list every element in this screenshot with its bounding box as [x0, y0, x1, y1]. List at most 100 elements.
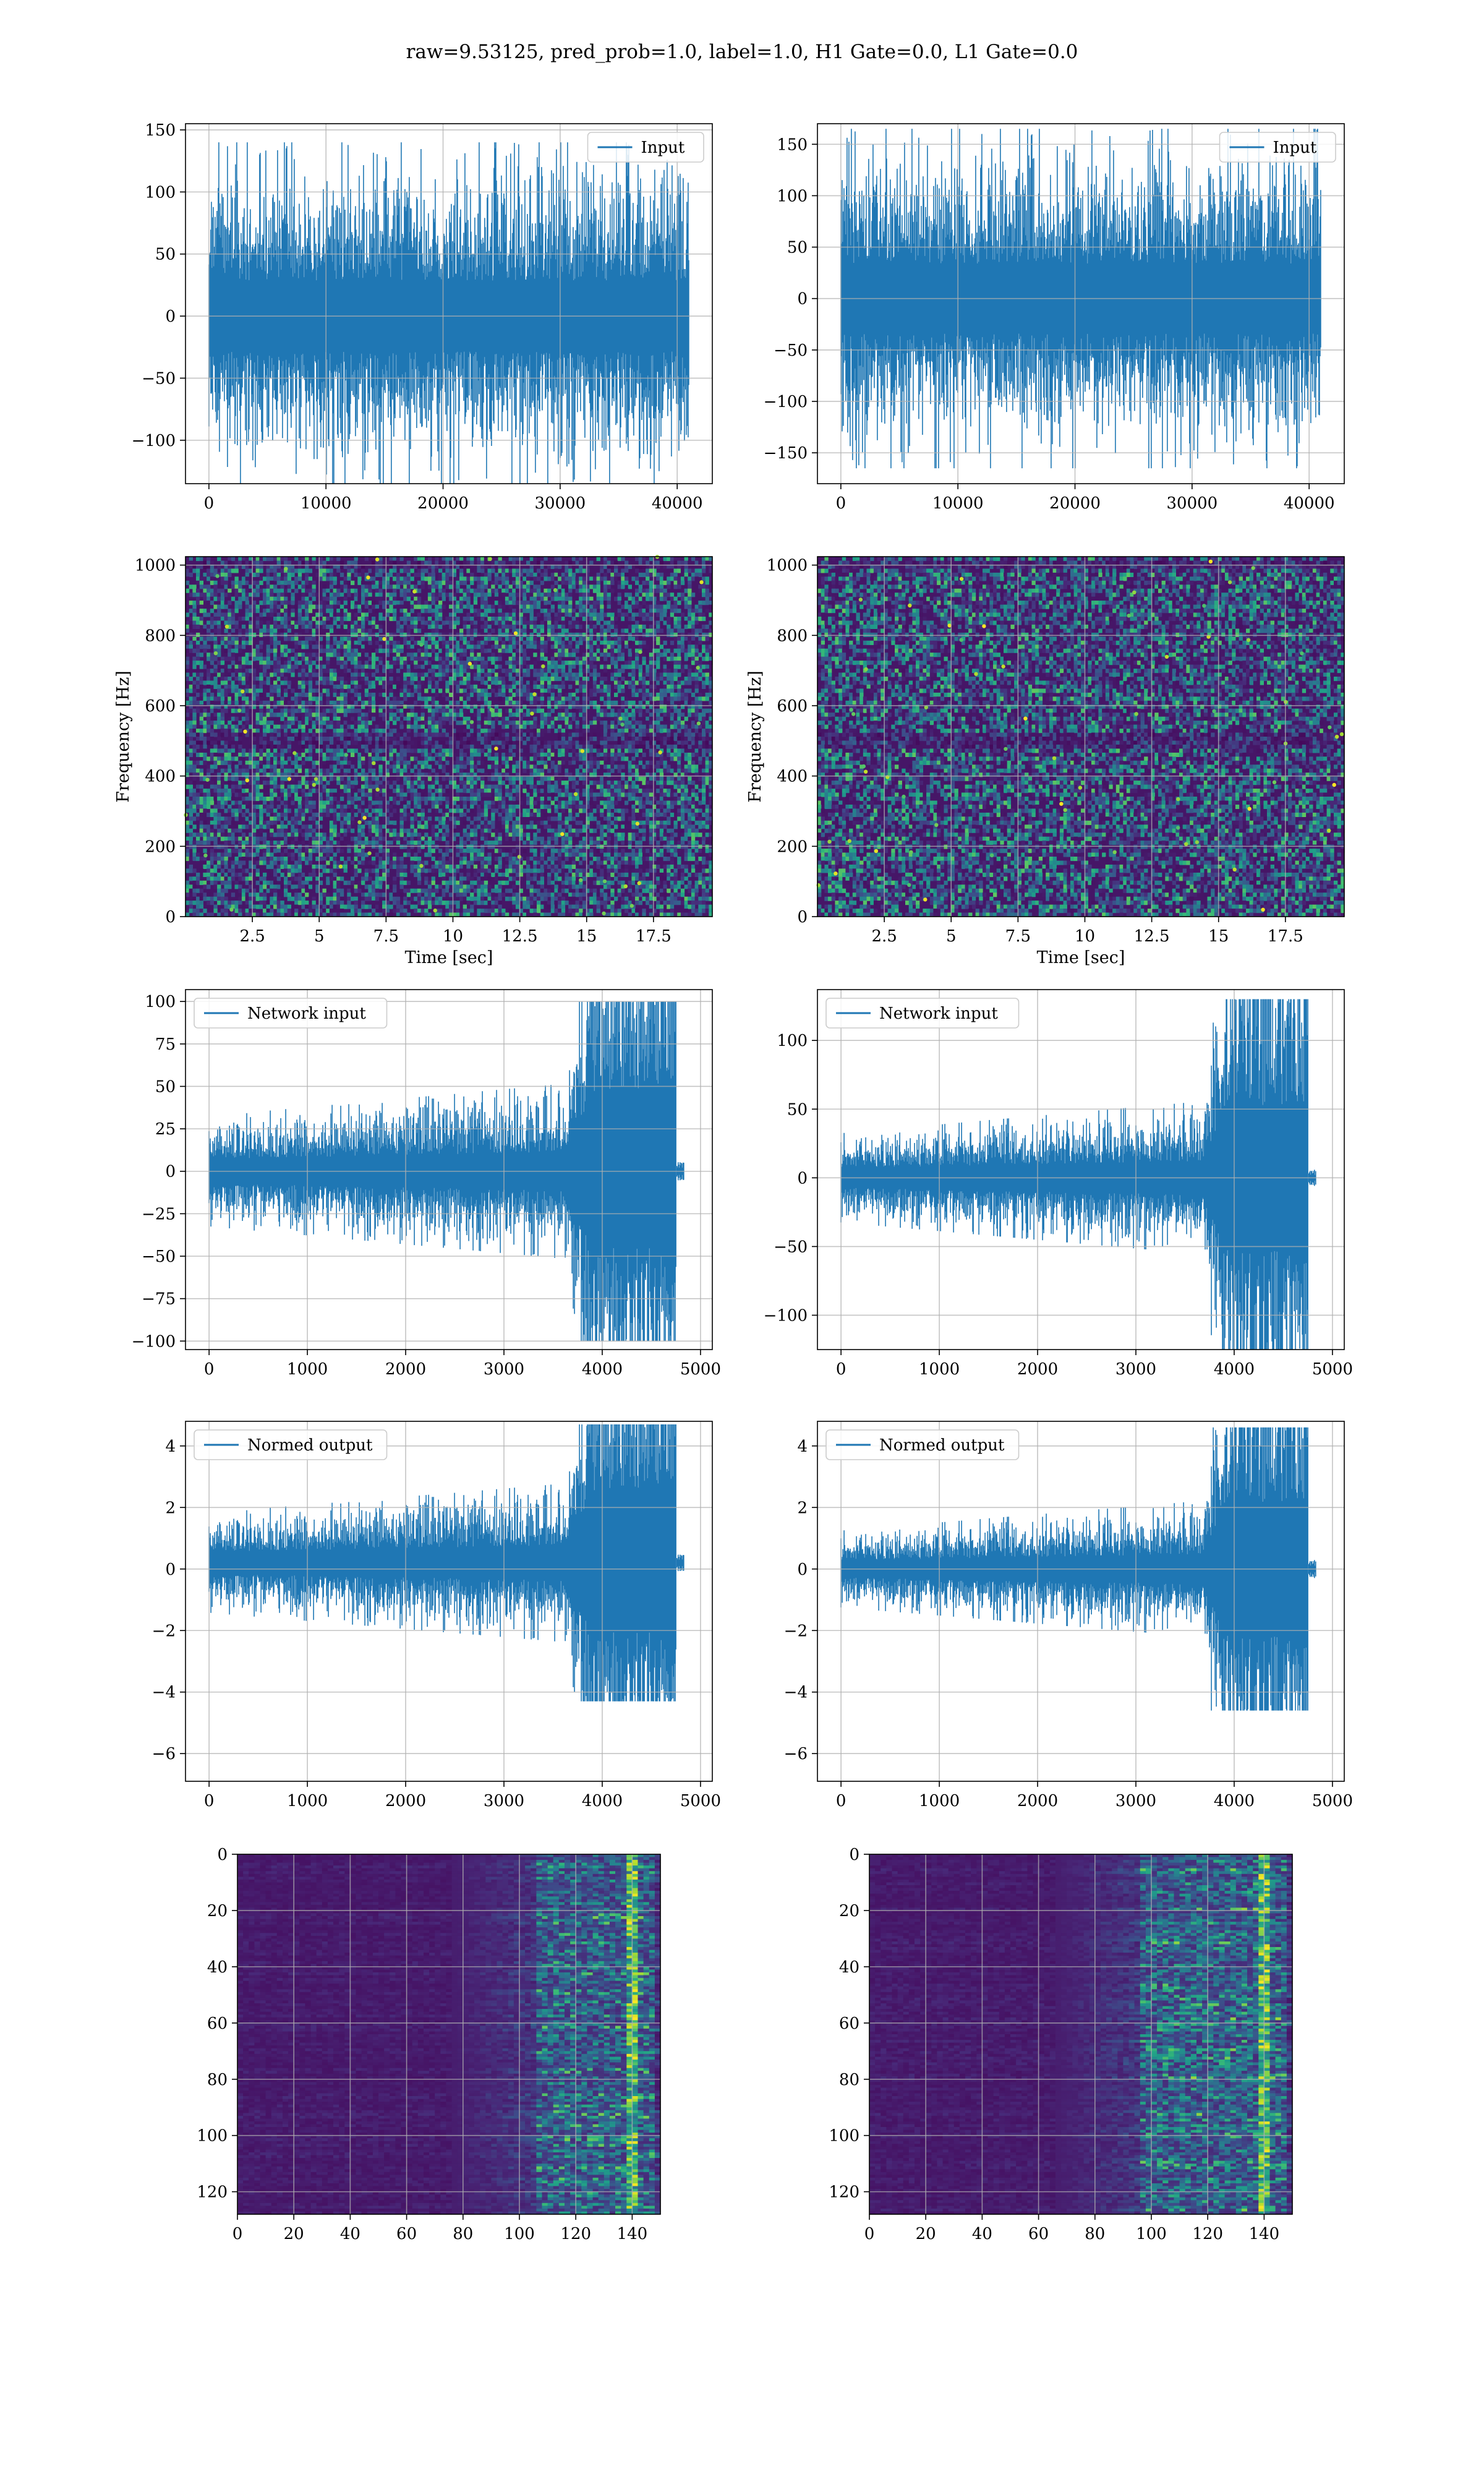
heatmap-cell — [343, 713, 348, 717]
heatmap-cell — [533, 729, 537, 734]
heatmap-cell — [385, 664, 390, 669]
heatmap-cell — [568, 713, 573, 717]
heatmap-cell — [294, 636, 299, 641]
heatmap-cell — [329, 737, 334, 742]
heatmap-cell — [357, 596, 362, 601]
heatmap-cell — [607, 609, 611, 614]
heatmap-cell — [484, 692, 488, 697]
heatmap-cell — [245, 704, 249, 709]
heatmap-cell — [617, 609, 621, 614]
heatmap-cell — [610, 572, 615, 577]
heatmap-cell — [568, 612, 573, 617]
heatmap-cell — [547, 669, 552, 674]
y-tick-label: 100 — [145, 183, 176, 202]
heatmap-cell — [361, 617, 365, 622]
heatmap-cell — [494, 732, 499, 737]
heatmap-cell — [473, 661, 478, 666]
heatmap-cell — [508, 636, 513, 641]
heatmap-cell — [498, 576, 502, 581]
heatmap-cell — [649, 653, 654, 657]
heatmap-cell — [484, 724, 488, 729]
heatmap-cell — [473, 588, 478, 593]
heatmap-cell — [213, 713, 218, 717]
heatmap-cell — [558, 601, 562, 606]
heatmap-cell — [231, 737, 236, 742]
heatmap-cell — [186, 729, 190, 734]
heatmap-cell — [192, 708, 197, 713]
heatmap-cell — [684, 680, 688, 685]
heatmap-cell — [276, 684, 281, 689]
heatmap-cell — [659, 653, 664, 657]
heatmap-cell — [596, 688, 600, 693]
heatmap-cell — [291, 653, 295, 657]
heatmap-cell — [558, 721, 562, 726]
heatmap-cell — [515, 737, 520, 742]
heatmap-cell — [558, 564, 562, 569]
heatmap-cell — [491, 669, 495, 674]
heatmap-cell — [354, 609, 358, 614]
heatmap-cell — [600, 692, 604, 697]
heatmap-cell — [568, 604, 573, 609]
heatmap-cell — [705, 596, 709, 601]
heatmap-cell — [558, 677, 562, 682]
heatmap-cell — [635, 620, 639, 625]
heatmap-cell — [438, 708, 443, 713]
heatmap-cell — [231, 593, 236, 597]
heatmap-cell — [385, 737, 390, 742]
heatmap-cell — [351, 716, 355, 721]
heatmap-cell — [385, 593, 390, 597]
heatmap-cell — [441, 704, 446, 709]
heatmap-cell — [276, 588, 281, 593]
heatmap-cell — [399, 609, 404, 614]
heatmap-cell — [673, 732, 678, 737]
heatmap-cell — [445, 560, 450, 565]
heatmap-cell — [255, 588, 260, 593]
heatmap-cell — [276, 729, 281, 734]
heatmap-cell — [438, 588, 443, 593]
heatmap-cell — [270, 732, 274, 737]
heatmap-cell — [571, 713, 576, 717]
heatmap-cell — [375, 580, 379, 585]
heatmap-cell — [364, 572, 369, 577]
heatmap-cell — [420, 680, 425, 685]
heatmap-cell — [522, 696, 527, 701]
heatmap-cell — [501, 628, 506, 633]
heatmap-cell — [396, 601, 401, 606]
heatmap-cell — [621, 612, 625, 617]
heatmap-cell — [592, 696, 597, 701]
heatmap-cell — [600, 624, 604, 629]
heatmap-cell — [480, 593, 485, 597]
heatmap-cell — [372, 576, 376, 581]
heatmap-cell — [625, 564, 629, 569]
heatmap-cell — [575, 576, 579, 581]
heatmap-cell — [382, 692, 386, 697]
heatmap-cell — [582, 692, 587, 697]
heatmap-cell — [406, 656, 411, 661]
heatmap-cell — [406, 560, 411, 565]
heatmap-cell — [600, 596, 604, 601]
heatmap-cell — [276, 669, 281, 674]
heatmap-cell — [673, 636, 678, 641]
heatmap-cell — [368, 713, 372, 717]
heatmap-cell — [420, 740, 425, 745]
heatmap-cell — [508, 632, 513, 637]
heatmap-cell — [192, 601, 197, 606]
heatmap-cell — [270, 596, 274, 601]
heatmap-cell — [238, 740, 242, 745]
heatmap-cell — [610, 620, 615, 625]
heatmap-cell — [449, 732, 453, 737]
heatmap-cell — [284, 644, 288, 649]
heatmap-cell — [544, 740, 548, 745]
heatmap-cell — [575, 672, 579, 677]
heatmap-cell — [361, 644, 365, 649]
heatmap-cell — [382, 729, 386, 734]
heatmap-cell — [515, 640, 520, 645]
heatmap-cell — [621, 604, 625, 609]
heatmap-cell — [628, 564, 632, 569]
heatmap-cell — [515, 593, 520, 597]
heatmap-cell — [220, 692, 225, 697]
heatmap-cell — [329, 568, 334, 573]
heatmap-cell — [403, 737, 407, 742]
heatmap-cell — [505, 584, 510, 589]
heatmap-cell — [378, 617, 383, 622]
